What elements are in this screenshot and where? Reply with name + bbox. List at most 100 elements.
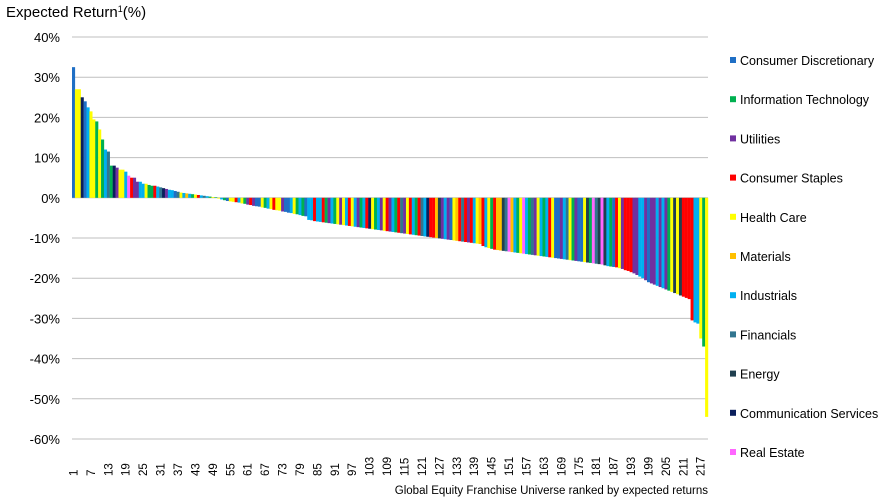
bar-53	[223, 197, 227, 201]
legend-swatch	[730, 409, 736, 416]
bar-134	[458, 197, 462, 242]
bar-198	[644, 197, 648, 281]
legend-item: Materials	[730, 250, 791, 264]
bar-10	[98, 129, 102, 198]
bar-170	[562, 197, 566, 260]
bar-96	[347, 197, 351, 226]
bar-192	[626, 197, 630, 271]
bar-82	[307, 197, 311, 220]
legend-swatch	[730, 449, 736, 455]
x-tick-label: 205	[661, 457, 673, 476]
bar-114	[400, 197, 404, 234]
bar-142	[481, 197, 485, 247]
bar-217	[699, 197, 703, 339]
x-tick-label: 181	[591, 457, 603, 476]
bar-29	[153, 185, 157, 198]
bar-110	[388, 197, 392, 232]
legend-label: Health Care	[740, 211, 807, 225]
bar-71	[275, 197, 279, 211]
bar-48	[208, 196, 212, 198]
x-tick-label: 61	[243, 463, 255, 476]
bar-169	[559, 197, 563, 259]
bar-91	[333, 197, 337, 224]
bar-180	[591, 197, 595, 264]
bar-2	[74, 89, 78, 198]
bar-32	[162, 188, 166, 198]
bar-3	[77, 89, 81, 198]
x-tick-label: 127	[434, 457, 446, 476]
bar-175	[577, 197, 581, 262]
x-tick-label: 121	[417, 457, 429, 476]
x-tick-label: 1	[68, 470, 80, 476]
bar-111	[391, 197, 395, 232]
bar-157	[525, 197, 529, 255]
bar-213	[687, 197, 691, 300]
bar-152	[510, 197, 514, 253]
bar-99	[356, 197, 360, 228]
bar-90	[330, 197, 334, 224]
bar-200	[649, 197, 654, 284]
x-tick-label: 73	[278, 463, 290, 476]
bar-107	[379, 197, 383, 231]
bar-1	[72, 67, 76, 198]
bar-188	[615, 197, 619, 268]
bar-167	[554, 197, 558, 259]
bar-92	[336, 197, 340, 225]
legend-item: Consumer Discretionary	[730, 54, 875, 68]
bar-202	[655, 197, 659, 286]
bar-33	[164, 188, 169, 198]
bar-40	[185, 193, 189, 198]
legend-label: Consumer Discretionary	[740, 54, 875, 68]
bar-165	[548, 197, 552, 258]
bar-197	[641, 197, 645, 279]
bar-154	[516, 197, 520, 253]
x-tick-label: 217	[696, 457, 708, 476]
legend-label: Information Technology	[740, 93, 870, 107]
bar-143	[484, 197, 488, 248]
bar-130	[446, 197, 450, 240]
bar-117	[408, 197, 412, 235]
bar-205	[664, 197, 668, 290]
bar-77	[292, 197, 296, 214]
bar-109	[385, 197, 389, 232]
x-tick-label: 133	[452, 457, 464, 476]
bar-70	[272, 197, 276, 210]
bar-85	[315, 197, 320, 222]
x-tick-label: 67	[260, 463, 272, 476]
x-axis-label: Global Equity Franchise Universe ranked …	[395, 485, 708, 497]
x-tick-label: 97	[347, 463, 359, 476]
bar-56	[231, 197, 235, 202]
bar-95	[344, 197, 349, 226]
bar-116	[405, 197, 410, 234]
bar-26	[144, 183, 148, 198]
bar-139	[472, 197, 476, 244]
legend-swatch	[730, 213, 736, 220]
bar-189	[617, 197, 622, 269]
bar-127	[437, 197, 442, 239]
bar-208	[673, 197, 677, 294]
bar-146	[493, 197, 497, 250]
bar-17	[118, 169, 122, 198]
x-tick-label: 49	[208, 463, 220, 476]
bar-54	[225, 197, 230, 202]
bar-144	[487, 197, 491, 249]
x-tick-label: 37	[173, 463, 185, 476]
bar-112	[394, 197, 398, 233]
legend-label: Utilities	[740, 132, 780, 146]
bar-4	[80, 97, 84, 198]
y-tick-label: 20%	[34, 110, 60, 125]
bar-129	[443, 197, 447, 240]
legend-swatch	[730, 135, 736, 142]
bar-66	[260, 197, 264, 208]
bar-174	[574, 197, 578, 261]
bar-69	[269, 197, 273, 210]
bar-79	[298, 197, 302, 216]
bar-16	[115, 167, 119, 198]
x-tick-label: 91	[330, 463, 342, 476]
x-tick-label: 79	[295, 463, 307, 476]
bar-49	[211, 197, 215, 198]
bar-12	[103, 149, 108, 198]
bar-86	[318, 197, 322, 222]
bar-72	[278, 197, 282, 211]
